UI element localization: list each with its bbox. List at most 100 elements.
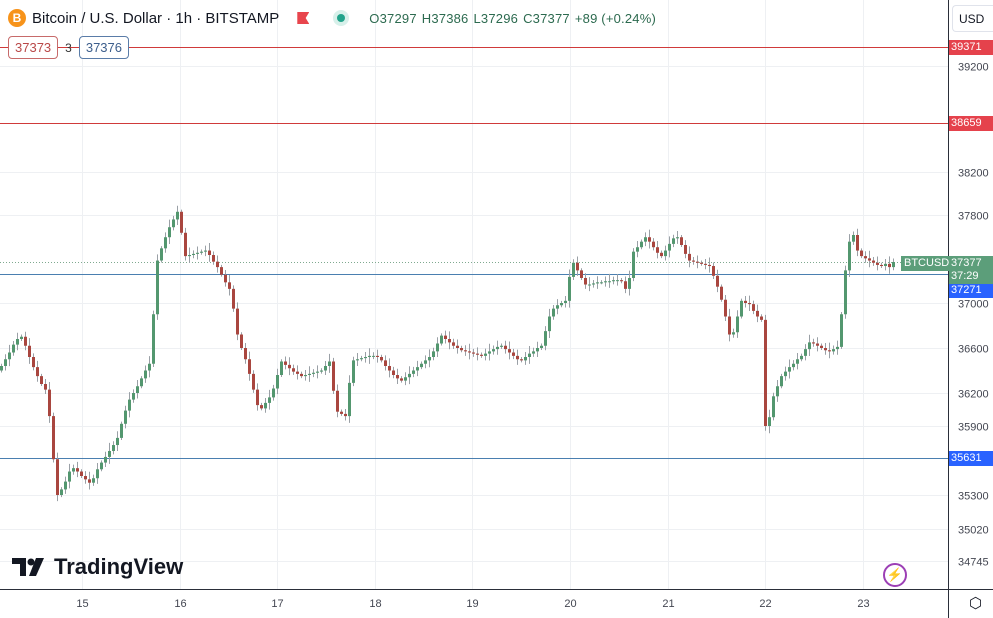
- candle-body: [484, 353, 487, 356]
- symbol-title[interactable]: Bitcoin / U.S. Dollar · 1h · BITSTAMP: [32, 9, 280, 27]
- candle-body: [412, 370, 415, 374]
- candle-body: [636, 247, 639, 252]
- price-axis[interactable]: 39200 38200 37800 37000 36600 36200 35900 35300…: [958, 62, 989, 569]
- candle-body: [840, 314, 843, 347]
- lightning-icon[interactable]: ⚡: [883, 563, 907, 587]
- candle-body: [368, 355, 371, 357]
- candle-body: [68, 471, 71, 482]
- candle-body: [16, 339, 19, 345]
- level-tag-37271[interactable]: 37271: [949, 283, 993, 298]
- candle-body: [116, 437, 119, 446]
- candle-body: [444, 335, 447, 339]
- candle-body: [816, 343, 819, 346]
- candle-body: [832, 349, 835, 352]
- y-tick-label: 34745: [958, 557, 989, 569]
- candle-body: [792, 363, 795, 368]
- x-tick-label: 18: [369, 598, 381, 610]
- candle-body: [540, 345, 543, 348]
- candle-body: [0, 366, 3, 371]
- low-value: L37296: [473, 10, 519, 26]
- high-value: H37386: [421, 10, 469, 26]
- candle-body: [196, 252, 199, 254]
- currency-label: USD: [959, 11, 985, 26]
- candle-body: [820, 345, 823, 348]
- market-status-icon[interactable]: [333, 10, 350, 26]
- candle-body: [40, 376, 43, 384]
- order-panel: 37373 3 37376: [8, 36, 129, 59]
- candle-body: [328, 361, 331, 366]
- candle-body: [628, 277, 631, 289]
- candle-body: [360, 358, 363, 360]
- candle-body: [632, 251, 635, 278]
- level-tag-35631[interactable]: 35631: [949, 450, 993, 466]
- buy-button[interactable]: 37376: [78, 36, 129, 59]
- candle-body: [28, 345, 31, 357]
- candle-body: [36, 367, 39, 377]
- candle-body: [476, 353, 479, 355]
- candle-body: [304, 375, 307, 377]
- candle-body: [860, 250, 863, 257]
- candle-body: [332, 361, 335, 391]
- candle-body: [120, 423, 123, 438]
- tradingview-logo[interactable]: TradingView: [12, 554, 183, 580]
- candle-body: [232, 288, 235, 309]
- candle-body: [344, 413, 347, 417]
- candle-body: [48, 389, 51, 417]
- close-value: C37377: [523, 10, 570, 26]
- candle-body: [204, 250, 207, 252]
- level-tag-39371[interactable]: 39371: [949, 39, 993, 55]
- candle-body: [224, 274, 227, 283]
- candle-body: [136, 386, 139, 393]
- candle-body: [620, 280, 623, 282]
- flag-icon[interactable]: [297, 12, 310, 24]
- candle-body: [504, 345, 507, 350]
- candle-body: [76, 468, 79, 472]
- candle-body: [568, 276, 571, 301]
- last-price-tag[interactable]: 37377 37:29: [949, 255, 993, 284]
- candle-body: [200, 251, 203, 253]
- candle-body: [808, 342, 811, 350]
- candle-body: [32, 357, 35, 368]
- candle-body: [740, 300, 743, 317]
- candle-body: [800, 355, 803, 360]
- candle-body: [728, 316, 731, 335]
- candle-body: [252, 373, 255, 390]
- candle-body: [340, 411, 343, 414]
- settings-icon[interactable]: ⬡: [969, 595, 983, 612]
- currency-select[interactable]: USD: [952, 5, 993, 32]
- candle-body: [244, 348, 247, 360]
- candle-body: [848, 241, 851, 271]
- candle-body: [20, 336, 23, 339]
- candle-body: [612, 280, 615, 282]
- candle-body: [188, 255, 191, 257]
- candle-body: [764, 319, 767, 426]
- candle-body: [524, 357, 527, 361]
- candle-body: [396, 375, 399, 379]
- candle-body: [672, 238, 675, 244]
- y-tick-label: 35300: [958, 491, 989, 503]
- candle-body: [716, 275, 719, 287]
- symbol-tag: BTCUSD: [901, 255, 953, 271]
- candle-body: [684, 245, 687, 254]
- sell-button[interactable]: 37373: [8, 36, 59, 59]
- candle-body: [480, 354, 483, 356]
- candle-body: [660, 252, 663, 257]
- candle-body: [140, 378, 143, 387]
- candle-body: [88, 479, 91, 483]
- candle-body: [72, 468, 75, 472]
- candle-body: [260, 405, 263, 409]
- candle-body: [236, 308, 239, 335]
- candle-body: [680, 237, 683, 245]
- time-axis[interactable]: 15 16 17 18 19 20 21 22 23: [76, 598, 869, 610]
- candle-body: [212, 255, 215, 262]
- candle-body: [700, 262, 703, 264]
- candle-body: [552, 308, 555, 317]
- candle-body: [892, 262, 895, 268]
- level-tag-38659[interactable]: 38659: [949, 115, 993, 131]
- candle-body: [824, 348, 827, 351]
- candle-body: [592, 283, 595, 285]
- candle-body: [100, 462, 103, 470]
- candle-body: [424, 360, 427, 364]
- candle-body: [300, 373, 303, 377]
